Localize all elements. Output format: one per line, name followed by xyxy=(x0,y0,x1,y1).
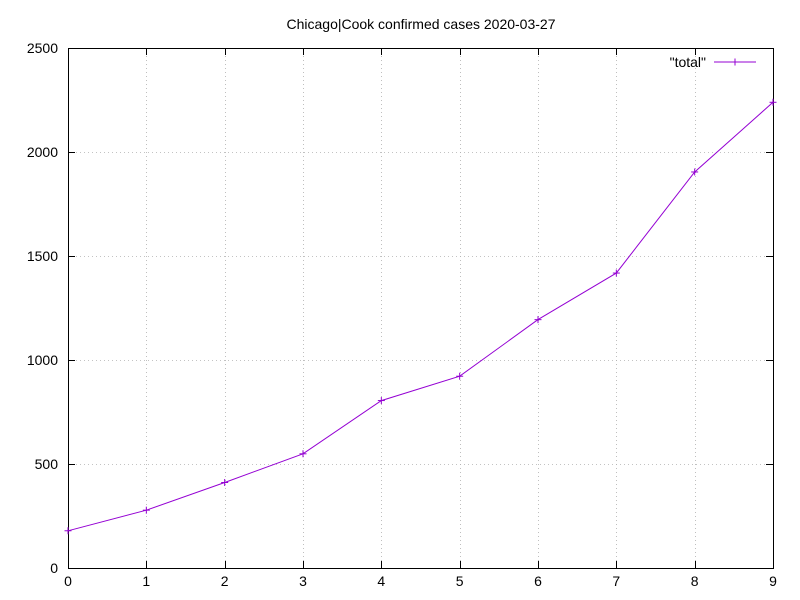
series-layer xyxy=(64,98,777,535)
data-point-marker xyxy=(64,527,72,535)
x-tick-label: 1 xyxy=(142,573,150,589)
x-tick-label: 5 xyxy=(456,573,464,589)
data-point-marker xyxy=(534,316,542,324)
x-tick-label: 4 xyxy=(377,573,385,589)
plot-border xyxy=(68,48,774,569)
data-point-marker xyxy=(612,269,620,277)
data-point-marker xyxy=(456,372,464,380)
data-point-marker xyxy=(377,397,385,405)
y-tick-labels: 0 500 1000 1500 2000 2500 xyxy=(27,40,58,576)
y-tick-label: 2500 xyxy=(27,40,58,56)
legend-line-sample xyxy=(714,58,756,66)
x-tick-label: 7 xyxy=(612,573,620,589)
data-point-marker xyxy=(221,479,229,487)
data-point-marker xyxy=(299,450,307,458)
y-tick-label: 0 xyxy=(50,560,58,576)
x-tick-label: 8 xyxy=(691,573,699,589)
y-tick-label: 1500 xyxy=(27,248,58,264)
series-line xyxy=(67,101,774,532)
x-tick-label: 6 xyxy=(534,573,542,589)
data-point-marker xyxy=(769,98,777,106)
y-tick-label: 500 xyxy=(35,456,59,472)
x-tick-labels: 0 1 2 3 4 5 6 7 8 9 xyxy=(64,573,777,589)
data-point-marker xyxy=(142,506,150,514)
legend-label: "total" xyxy=(670,54,706,70)
grid-lines xyxy=(68,48,773,568)
data-point-marker xyxy=(691,168,699,176)
y-tick-label: 2000 xyxy=(27,144,58,160)
y-tick-label: 1000 xyxy=(27,352,58,368)
x-tick-label: 9 xyxy=(769,573,777,589)
axis-ticks xyxy=(68,48,774,569)
x-tick-label: 3 xyxy=(299,573,307,589)
x-tick-label: 2 xyxy=(221,573,229,589)
legend: "total" xyxy=(670,54,756,70)
chart-title: Chicago|Cook confirmed cases 2020-03-27 xyxy=(286,16,555,32)
x-tick-label: 0 xyxy=(64,573,72,589)
